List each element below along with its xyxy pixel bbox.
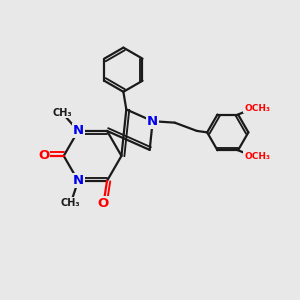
Text: O: O [98, 197, 109, 210]
Text: N: N [73, 124, 84, 137]
Text: CH₃: CH₃ [52, 108, 72, 118]
Text: CH₃: CH₃ [61, 198, 81, 208]
Text: OCH₃: OCH₃ [244, 152, 270, 161]
Text: OCH₃: OCH₃ [244, 103, 270, 112]
Text: O: O [38, 149, 49, 162]
Text: N: N [147, 115, 158, 128]
Text: N: N [73, 174, 84, 188]
